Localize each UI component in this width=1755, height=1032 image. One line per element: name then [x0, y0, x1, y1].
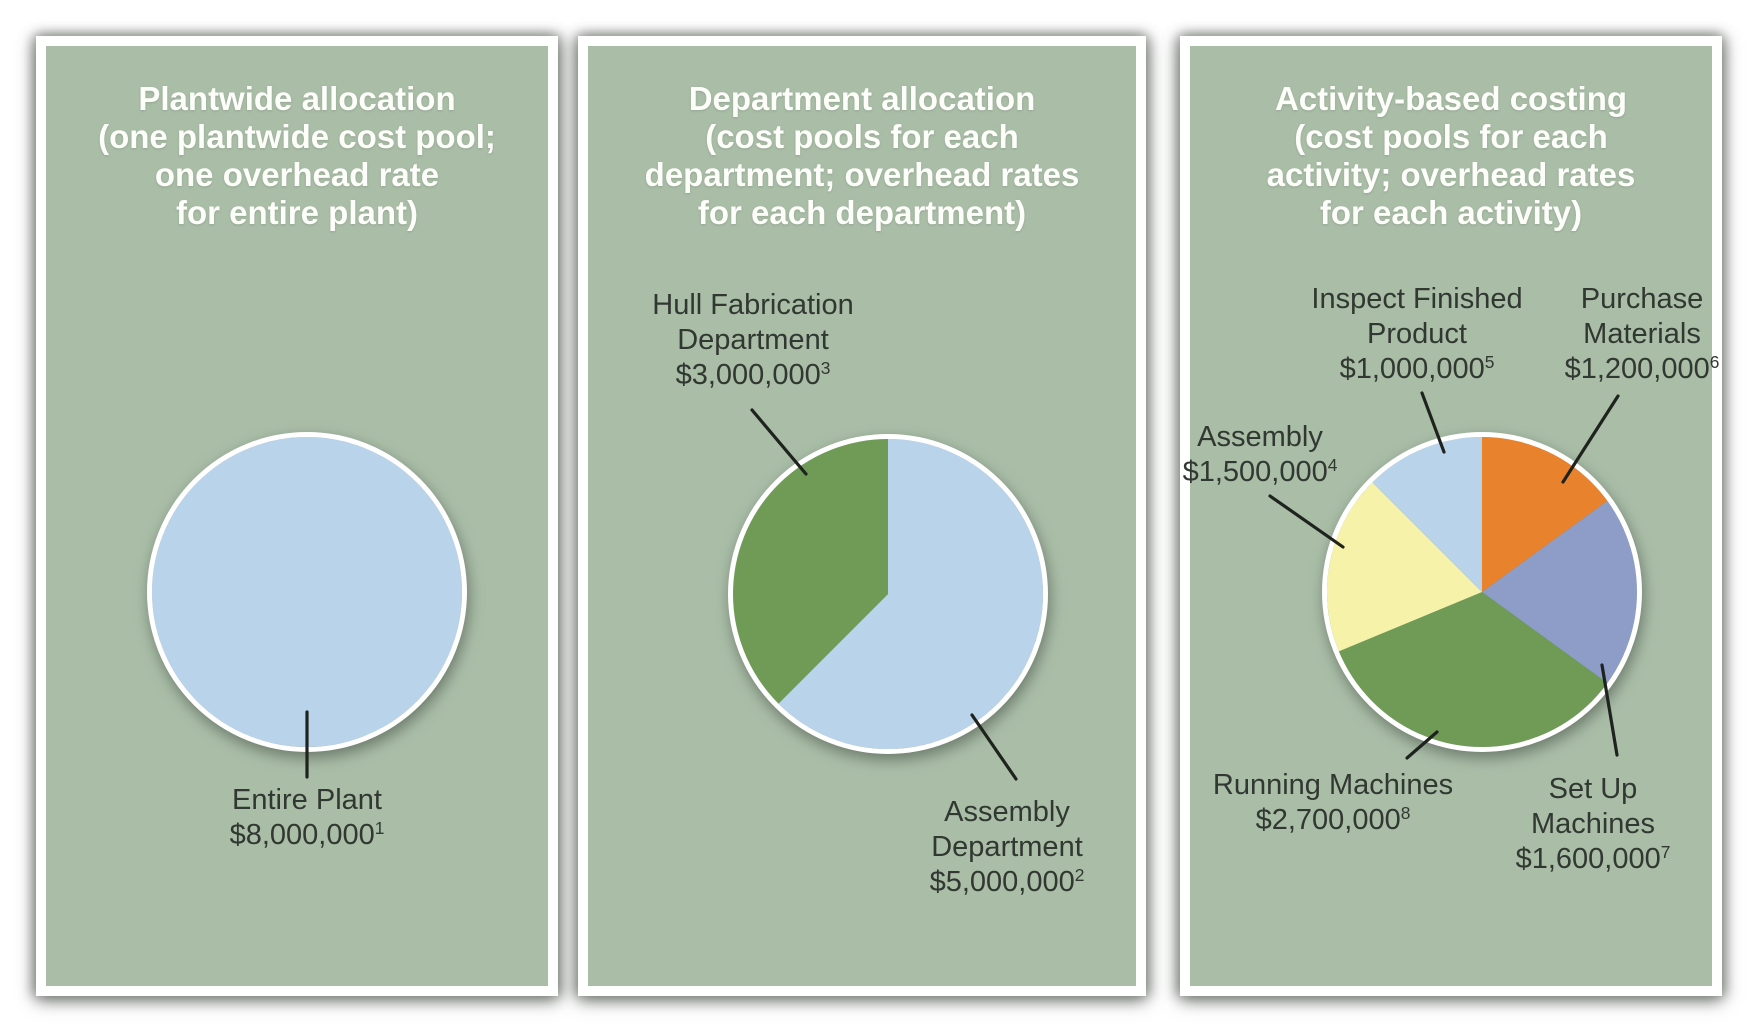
callout-label: Department: [677, 324, 829, 356]
panel-title: Department allocation (cost pools for ea…: [588, 80, 1136, 232]
panel-title-line: Activity-based costing: [1274, 80, 1628, 117]
callout-hull-fabrication: Hull Fabrication Department $3,000,0003: [593, 288, 913, 393]
leader-line-running-machines: [1405, 730, 1439, 760]
pie-slice-assembly-department: [778, 438, 1044, 749]
callout-amount: $2,700,0008: [1255, 803, 1411, 836]
callout-label: Inspect Finished: [1311, 283, 1523, 315]
callout-label: Department: [931, 831, 1083, 863]
footnote-marker: 7: [1660, 842, 1671, 863]
leader-lines: [750, 408, 1018, 781]
callout-amount: $1,000,0005: [1339, 352, 1495, 385]
pie-department-slices: [728, 434, 1048, 754]
panel-title-line: Department allocation: [688, 80, 1036, 117]
panel-title-line: for entire plant): [175, 194, 418, 231]
panel-title: Plantwide allocation (one plantwide cost…: [46, 80, 548, 232]
panel-activity-based-costing: Activity-based costing (cost pools for e…: [1180, 36, 1722, 996]
callout-assembly: Assembly $1,500,0004: [1115, 420, 1405, 490]
callout-running-machines: Running Machines $2,700,0008: [1183, 768, 1483, 838]
panel-title-line: Plantwide allocation: [138, 80, 456, 117]
panel-title-line: one overhead rate: [154, 156, 440, 193]
leader-line-hull-fabrication: [750, 408, 808, 476]
leader-line-set-up-machines: [1600, 663, 1619, 757]
callout-label: Running Machines: [1212, 769, 1454, 801]
panel-title-line: activity; overhead rates: [1266, 156, 1636, 193]
panel-title-line: (one plantwide cost pool;: [98, 118, 496, 155]
panel-title-line: for each activity): [1319, 194, 1583, 231]
pie-outline-ring: [1322, 432, 1642, 752]
pie-slice-inspect-finished-product: [1372, 437, 1482, 592]
pie-chart-activity: [1268, 391, 1642, 760]
callout-set-up-machines: Set Up Machines $1,600,0007: [1443, 772, 1743, 877]
pie-plantwide-slices: [147, 432, 467, 752]
callout-label: Hull Fabrication: [652, 289, 854, 321]
callout-label: Purchase: [1580, 283, 1704, 315]
panel-title-line: department; overhead rates: [644, 156, 1080, 193]
callout-label: Machines: [1530, 808, 1656, 840]
leader-line-assembly-department: [970, 713, 1018, 781]
callout-amount: $8,000,0001: [229, 818, 385, 851]
footnote-marker: 4: [1327, 455, 1338, 476]
callout-label: Set Up: [1548, 773, 1638, 805]
leader-lines: [1268, 391, 1620, 760]
pie-outline-ring: [728, 434, 1048, 754]
panel-department-allocation: Department allocation (cost pools for ea…: [578, 36, 1146, 996]
callout-amount: $3,000,0003: [675, 358, 831, 391]
footnote-marker: 8: [1400, 803, 1411, 824]
callout-entire-plant: Entire Plant $8,000,0001: [147, 783, 467, 853]
callout-label: Assembly: [944, 796, 1070, 828]
pie-slice-hull-fabrication-department: [733, 439, 888, 704]
callout-amount: $5,000,0002: [929, 865, 1085, 898]
callout-purchase-materials: Purchase Materials $1,200,0006: [1482, 282, 1755, 387]
panel-plantwide-allocation: Plantwide allocation (one plantwide cost…: [36, 36, 558, 996]
callout-label: Assembly: [1197, 421, 1323, 453]
leader-line-inspect-finished-product: [1420, 391, 1446, 454]
callout-label: Product: [1367, 318, 1467, 350]
pie-slice-set-up-machines: [1482, 500, 1638, 684]
footnote-marker: 6: [1709, 352, 1720, 373]
callout-amount: $1,500,0004: [1182, 455, 1338, 488]
leader-line-purchase-materials: [1561, 394, 1620, 484]
panel-title-line: for each department): [697, 194, 1027, 231]
callout-inspect-finished-product: Inspect Finished Product $1,000,0005: [1257, 282, 1577, 387]
callout-label: Materials: [1583, 318, 1701, 350]
footnote-marker: 3: [820, 358, 831, 379]
pie-slice-entire-plant: [152, 437, 462, 747]
footnote-marker: 1: [374, 818, 385, 839]
pie-chart-department: [728, 408, 1048, 781]
callout-label: Entire Plant: [232, 784, 382, 816]
pie-slice-running-machines: [1338, 592, 1608, 748]
callout-amount: $1,200,0006: [1564, 352, 1720, 385]
leader-line-assembly: [1268, 494, 1345, 549]
footnote-marker: 5: [1484, 352, 1495, 373]
pie-slice-purchase-materials: [1482, 437, 1608, 592]
panel-title-line: (cost pools for each: [705, 118, 1019, 155]
callout-assembly-department: Assembly Department $5,000,0002: [847, 795, 1167, 900]
callout-amount: $1,600,0007: [1515, 842, 1671, 875]
pie-chart-plantwide: [147, 432, 467, 779]
panel-title: Activity-based costing (cost pools for e…: [1190, 80, 1712, 232]
pie-activity-slices: [1322, 432, 1642, 752]
panel-title-line: (cost pools for each: [1294, 118, 1608, 155]
pie-slice-assembly: [1327, 482, 1482, 652]
footnote-marker: 2: [1074, 865, 1085, 886]
